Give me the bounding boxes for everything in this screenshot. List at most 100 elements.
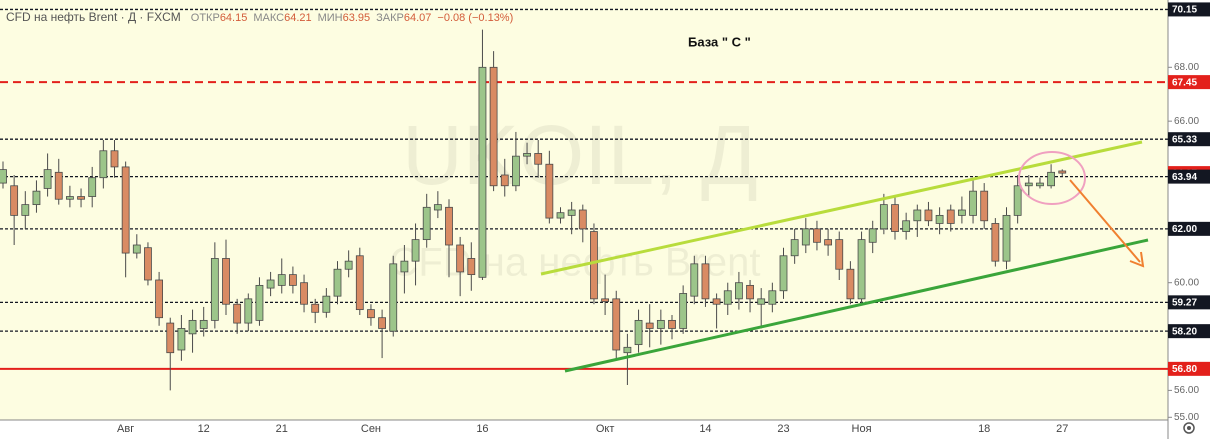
x-tick-label: Авг <box>117 423 134 435</box>
candle-body <box>411 239 420 262</box>
candle-body <box>333 268 342 297</box>
stat-value: 64.07 <box>403 12 432 24</box>
candle-body <box>645 322 654 329</box>
level-label: 62.00 <box>1172 224 1197 235</box>
level-label: 56.80 <box>1172 364 1197 375</box>
candle-body <box>891 204 899 232</box>
watermark: UKOIL, Д <box>402 108 758 202</box>
level-label: 65.33 <box>1172 134 1197 145</box>
candle-body <box>958 209 966 216</box>
annotation: База " С " <box>688 34 751 49</box>
level-label-box <box>1168 169 1210 184</box>
level-label: 67.45 <box>1172 77 1197 88</box>
candle-body <box>288 274 297 286</box>
candle-body <box>478 66 487 278</box>
x-tick-label: Сен <box>361 423 381 435</box>
candle-body <box>980 190 989 222</box>
candle-body <box>21 204 30 216</box>
candle-body <box>132 244 141 254</box>
candle-body <box>322 295 331 313</box>
candle-body <box>500 174 509 187</box>
candle-body <box>735 282 743 300</box>
x-tick-label: 21 <box>276 423 288 435</box>
stat-name: ЗАКР <box>376 12 404 24</box>
candle-body <box>54 171 63 200</box>
candle-body <box>199 319 208 329</box>
candle-body <box>567 209 576 216</box>
candle-body <box>166 322 175 354</box>
candle-body <box>188 319 197 335</box>
candle-body <box>422 206 431 241</box>
level-label: 59.27 <box>1172 297 1197 308</box>
level-label: 70.15 <box>1172 5 1197 16</box>
symbol-title: CFD на нефть Brent · Д · FXCM <box>6 10 181 24</box>
candle-body <box>222 258 230 305</box>
candle-body <box>512 155 520 187</box>
candle-body <box>523 153 531 157</box>
candle-body <box>233 303 242 324</box>
y-tick-label: 66.00 <box>1174 116 1199 127</box>
settings-icon[interactable] <box>1183 422 1195 434</box>
candle-body <box>1047 171 1055 187</box>
candle-body <box>578 209 587 230</box>
candle-body <box>868 228 877 243</box>
candle-body <box>790 239 799 257</box>
candle-body <box>913 209 922 222</box>
candle-body <box>456 244 465 273</box>
candle-body <box>355 255 364 311</box>
candle-body <box>210 258 219 321</box>
level-label-box <box>1168 324 1210 339</box>
candle-body <box>300 282 308 305</box>
candle-body <box>367 309 375 319</box>
candle-body <box>66 196 74 200</box>
x-tick-label: 23 <box>777 423 789 435</box>
candle-body <box>935 214 944 224</box>
stat-value: 63.95 <box>342 12 371 24</box>
level-label-box <box>1168 75 1210 90</box>
candle-body <box>534 153 543 165</box>
candle-body <box>1002 214 1011 262</box>
candle-body <box>690 263 699 297</box>
candle-body <box>266 279 275 289</box>
watermark: CFD на нефть Brent <box>389 241 760 285</box>
x-tick-label: 12 <box>198 423 210 435</box>
candle-body <box>668 319 676 329</box>
candle-body <box>1036 182 1044 187</box>
candle-body <box>144 247 152 281</box>
arrow-head <box>1129 251 1145 268</box>
candle-body <box>779 255 788 292</box>
x-tick-label: Ноя <box>852 423 872 435</box>
candle-body <box>601 298 609 302</box>
candle-body <box>177 328 186 351</box>
candle-body <box>433 204 442 211</box>
candle-body <box>32 190 41 206</box>
candle-body <box>378 317 387 329</box>
candle-body <box>77 196 85 200</box>
level-label-box <box>1168 361 1210 376</box>
candle-body <box>801 228 810 246</box>
candle-body <box>389 263 398 332</box>
candle-body <box>1024 182 1033 187</box>
candle-body <box>88 177 97 197</box>
highlight-circle <box>1018 151 1086 205</box>
candle-body <box>879 204 888 230</box>
candle-body <box>556 212 565 219</box>
y-tick-label: 60.00 <box>1174 277 1199 288</box>
lower-trend-line <box>564 238 1149 373</box>
candle-body <box>946 209 955 224</box>
candle-body <box>813 228 821 243</box>
candle-body <box>846 268 855 300</box>
candle-body <box>656 319 665 329</box>
x-tick-label: 16 <box>476 423 488 435</box>
candle-body <box>746 284 754 300</box>
level-label-box <box>1168 221 1210 236</box>
candle-body <box>467 258 476 276</box>
candle-body <box>344 260 353 270</box>
stat-name: МАКС <box>253 12 285 24</box>
level-label-box <box>1168 132 1210 147</box>
level-label-box <box>1168 295 1210 310</box>
candle-body <box>110 150 119 168</box>
x-tick-label: Окт <box>596 423 615 435</box>
